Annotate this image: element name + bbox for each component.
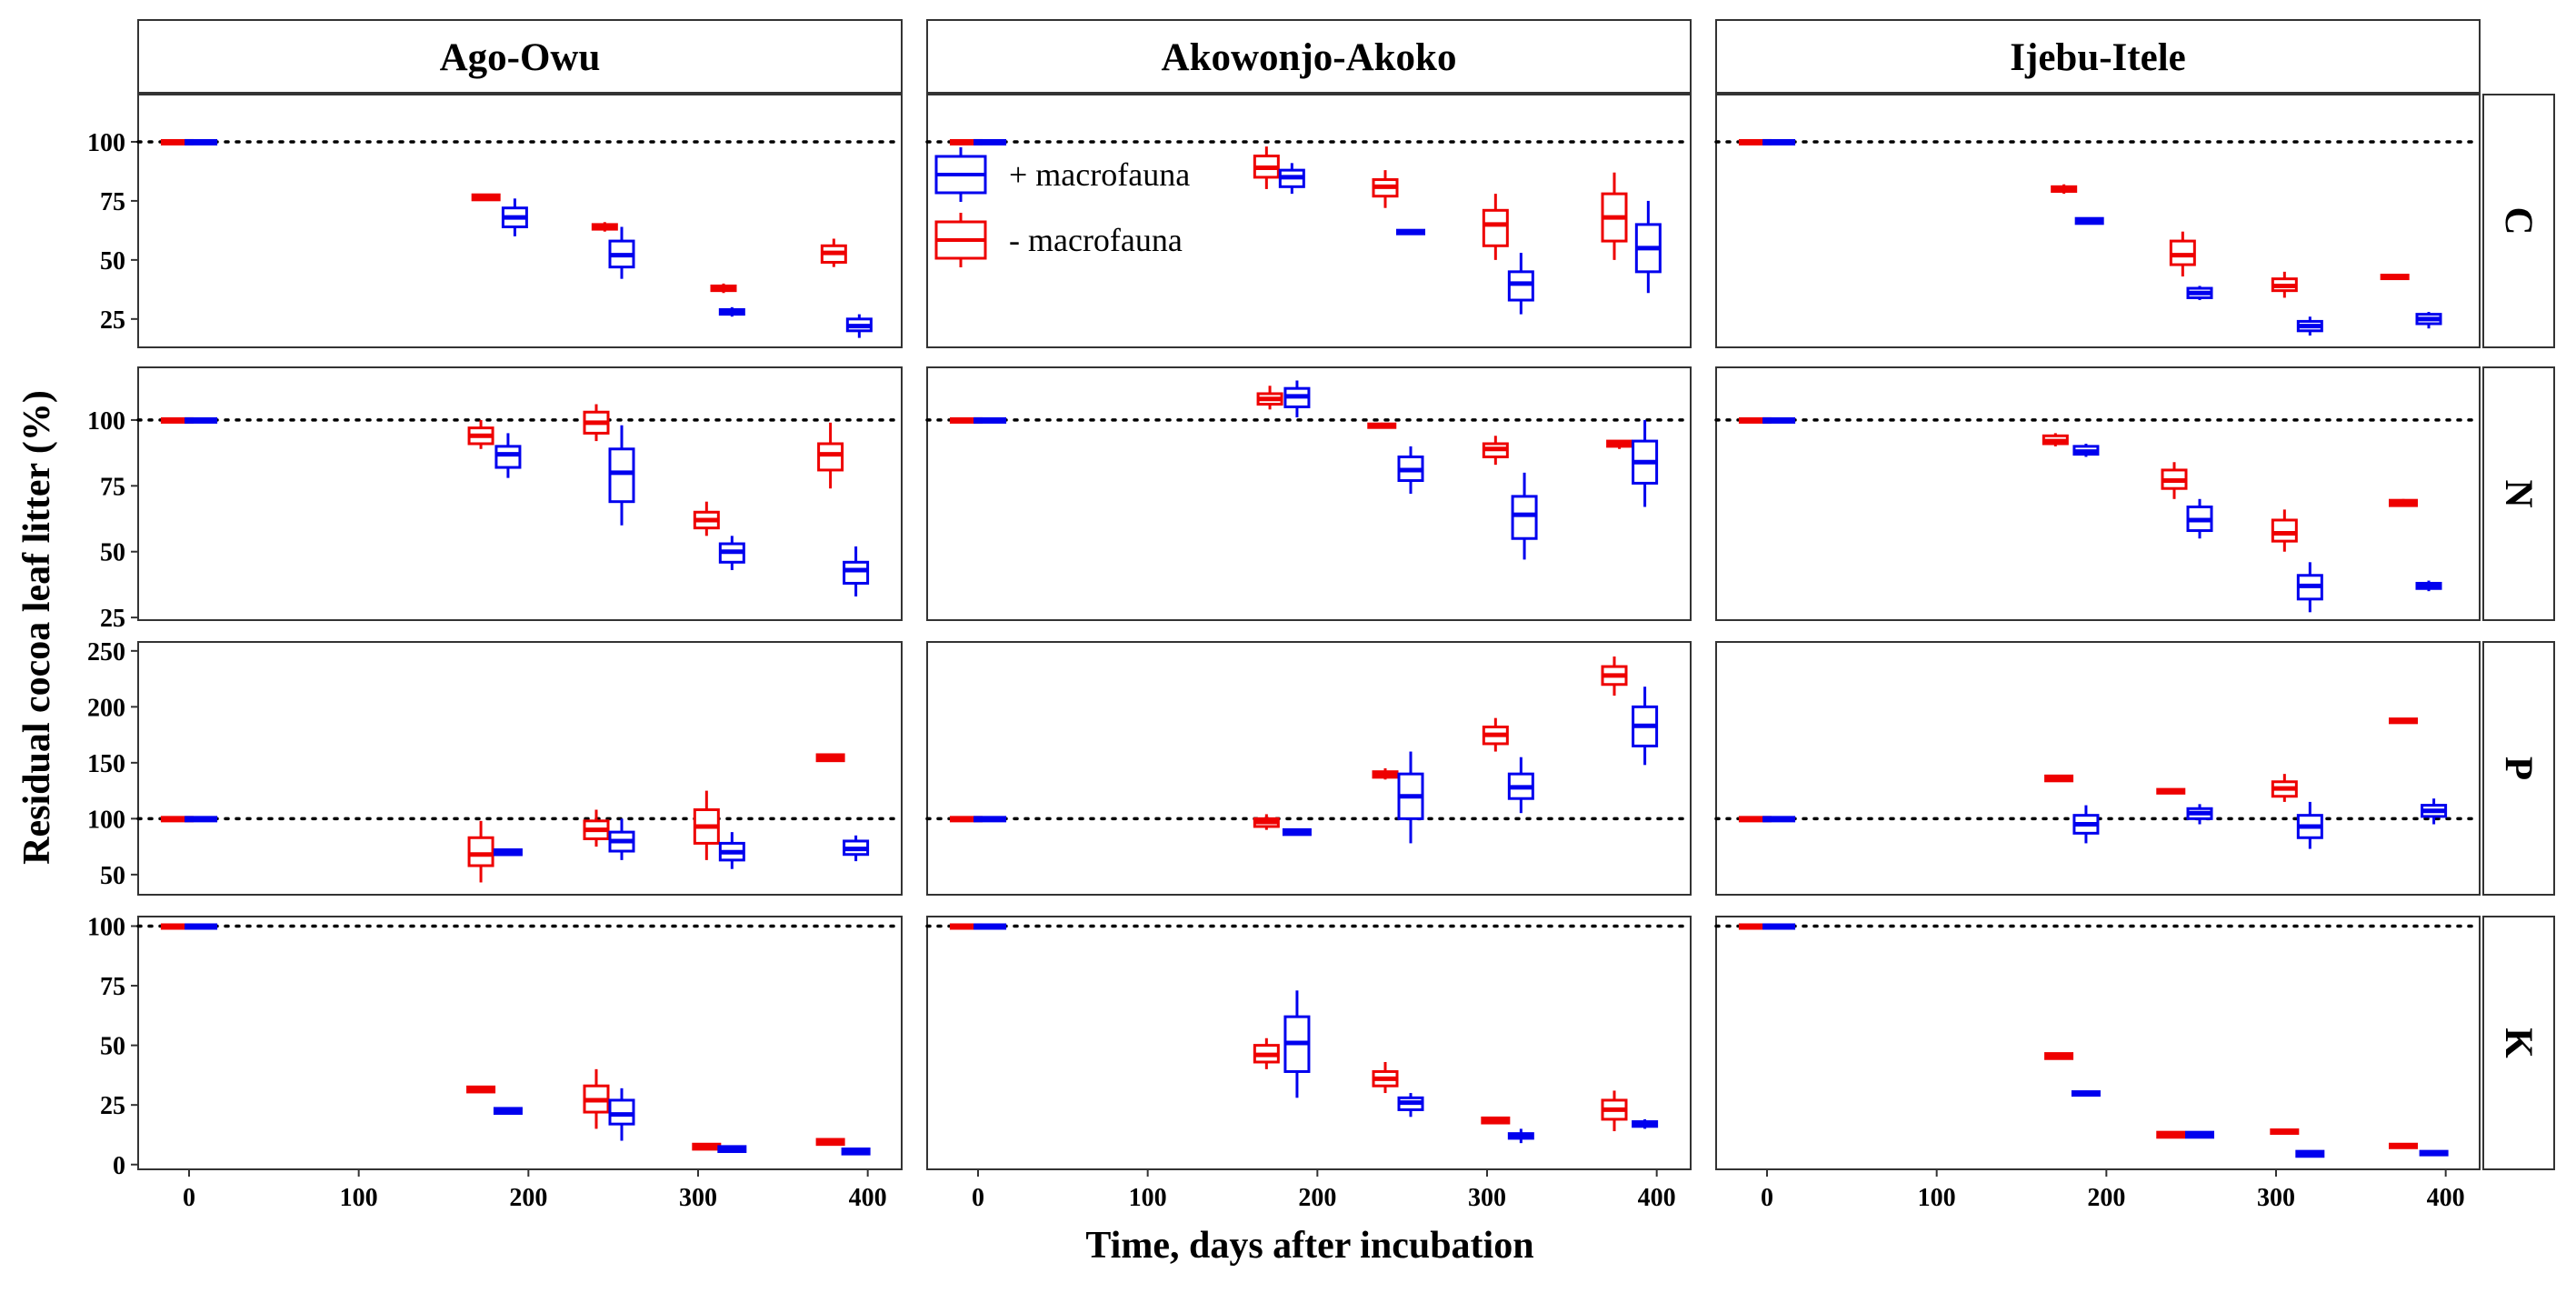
row-strip-N [2482,366,2555,621]
y-tick-label-K-2: 50 [100,1033,125,1061]
y-tick-label-N-3: 100 [87,407,125,436]
x-tick-label-3-3: 300 [2257,1184,2295,1212]
row-strip-K [2482,916,2555,1170]
y-tick-label-P-2: 150 [87,750,125,778]
y-tick-label-C-1: 50 [100,247,125,276]
x-tick-label-3-0: 0 [1761,1184,1773,1212]
legend-label-minus: - macrofauna [1009,222,1183,258]
y-tick-label-C-0: 25 [100,306,125,335]
row-strip-P [2482,641,2555,896]
box-minus-C-2-3-box [1482,208,1509,247]
y-axis-title: Residual cocoa leaf litter (%) [16,390,58,865]
column-strip-label-2: Akowonjo-Akoko [1162,36,1457,79]
x-tick-label-1-0: 0 [183,1184,195,1212]
legend-label-plus: + macrofauna [1009,156,1190,193]
row-strip-label-P: P [2497,757,2540,780]
x-tick-label-3-1: 100 [1918,1184,1956,1212]
y-tick-label-N-0: 25 [100,605,125,633]
box-minus-N-3-3-box [2271,518,2298,543]
x-tick-label-2-4: 400 [1638,1184,1676,1212]
y-tick-label-P-3: 200 [87,694,125,722]
box-plus-K-1-2-box [608,1098,635,1126]
panel-K-1 [137,916,903,1170]
panel-P-3 [1715,641,2481,896]
column-strip-1 [137,19,903,94]
panel-N-1 [137,366,903,621]
x-axis-title: Time, days after incubation [1085,1225,1533,1267]
row-strip-C [2482,94,2555,348]
x-tick-label-3-4: 400 [2427,1184,2465,1212]
y-tick-label-C-2: 75 [100,188,125,216]
y-tick-label-N-1: 50 [100,539,125,567]
panel-C-2 [926,94,1692,348]
box-minus-N-1-4-box [817,442,844,472]
box-minus-C-3-2-box [2169,239,2196,266]
column-strip-2 [926,19,1692,94]
y-tick-label-P-1: 100 [87,806,125,834]
panel-P-1 [137,641,903,896]
x-tick-label-1-4: 400 [849,1184,887,1212]
x-tick-label-2-0: 0 [972,1184,984,1212]
y-tick-label-P-4: 250 [87,638,125,667]
y-tick-label-K-0: 0 [113,1152,125,1180]
box-minus-P-1-1-box [467,836,494,867]
box-plus-N-1-2-box [608,447,635,504]
x-tick-label-1-3: 300 [679,1184,717,1212]
x-tick-label-1-1: 100 [340,1184,378,1212]
x-tick-label-3-2: 200 [2087,1184,2125,1212]
y-tick-label-C-3: 100 [87,129,125,157]
column-strip-label-1: Ago-Owu [440,36,601,79]
x-tick-label-1-2: 200 [509,1184,547,1212]
y-tick-label-K-1: 25 [100,1092,125,1120]
row-strip-label-N: N [2497,479,2540,507]
box-plus-N-1-1-box [494,445,522,469]
x-tick-label-2-3: 300 [1468,1184,1506,1212]
y-tick-label-N-2: 75 [100,473,125,501]
x-tick-label-2-2: 200 [1298,1184,1336,1212]
y-tick-label-K-4: 100 [87,913,125,941]
y-tick-label-K-3: 75 [100,973,125,1001]
y-tick-label-P-0: 50 [100,862,125,890]
panel-N-3 [1715,366,2481,621]
column-strip-3 [1715,19,2481,94]
box-plus-N-2-3-box [1511,495,1538,540]
column-strip-label-3: Ijebu-Itele [2010,36,2185,79]
panel-P-2 [926,641,1692,896]
x-tick-label-2-1: 100 [1129,1184,1167,1212]
panel-N-2 [926,366,1692,621]
row-strip-label-K: K [2497,1027,2540,1058]
row-strip-label-C: C [2497,206,2540,235]
panel-K-3 [1715,916,2481,1170]
box-plus-N-1-4-box [843,560,870,585]
box-plus-C-2-3-box [1507,270,1534,302]
